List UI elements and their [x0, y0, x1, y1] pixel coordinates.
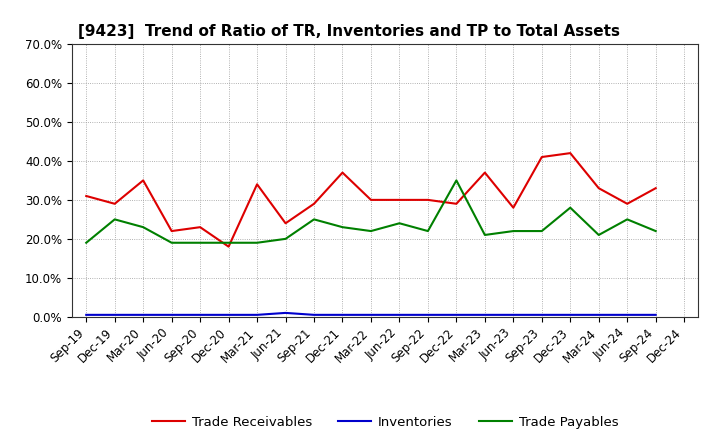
Inventories — [196, 312, 204, 318]
Trade Payables — [395, 220, 404, 226]
Text: [9423]  Trend of Ratio of TR, Inventories and TP to Total Assets: [9423] Trend of Ratio of TR, Inventories… — [78, 24, 620, 39]
Trade Receivables — [196, 224, 204, 230]
Inventories — [566, 312, 575, 318]
Trade Receivables — [509, 205, 518, 210]
Trade Receivables — [652, 186, 660, 191]
Line: Trade Payables: Trade Payables — [86, 180, 656, 243]
Inventories — [652, 312, 660, 318]
Trade Receivables — [82, 193, 91, 198]
Trade Payables — [167, 240, 176, 246]
Trade Receivables — [225, 244, 233, 249]
Inventories — [537, 312, 546, 318]
Trade Payables — [110, 217, 119, 222]
Trade Receivables — [537, 154, 546, 160]
Trade Receivables — [310, 201, 318, 206]
Trade Payables — [282, 236, 290, 242]
Trade Payables — [82, 240, 91, 246]
Trade Payables — [196, 240, 204, 246]
Inventories — [82, 312, 91, 318]
Trade Payables — [509, 228, 518, 234]
Inventories — [480, 312, 489, 318]
Trade Payables — [537, 228, 546, 234]
Line: Trade Receivables: Trade Receivables — [86, 153, 656, 247]
Trade Receivables — [395, 197, 404, 202]
Trade Payables — [310, 217, 318, 222]
Inventories — [595, 312, 603, 318]
Trade Payables — [139, 224, 148, 230]
Inventories — [452, 312, 461, 318]
Inventories — [509, 312, 518, 318]
Trade Receivables — [338, 170, 347, 175]
Trade Payables — [566, 205, 575, 210]
Trade Receivables — [452, 201, 461, 206]
Inventories — [310, 312, 318, 318]
Trade Receivables — [167, 228, 176, 234]
Inventories — [366, 312, 375, 318]
Trade Receivables — [566, 150, 575, 156]
Trade Payables — [366, 228, 375, 234]
Trade Receivables — [423, 197, 432, 202]
Inventories — [423, 312, 432, 318]
Trade Payables — [623, 217, 631, 222]
Line: Inventories: Inventories — [86, 313, 656, 315]
Inventories — [623, 312, 631, 318]
Trade Payables — [423, 228, 432, 234]
Legend: Trade Receivables, Inventories, Trade Payables: Trade Receivables, Inventories, Trade Pa… — [147, 411, 624, 434]
Trade Payables — [253, 240, 261, 246]
Trade Payables — [338, 224, 347, 230]
Inventories — [139, 312, 148, 318]
Inventories — [395, 312, 404, 318]
Inventories — [282, 310, 290, 315]
Trade Receivables — [139, 178, 148, 183]
Inventories — [110, 312, 119, 318]
Trade Receivables — [623, 201, 631, 206]
Inventories — [253, 312, 261, 318]
Trade Receivables — [282, 220, 290, 226]
Trade Receivables — [253, 182, 261, 187]
Trade Receivables — [480, 170, 489, 175]
Trade Receivables — [366, 197, 375, 202]
Trade Payables — [225, 240, 233, 246]
Trade Payables — [452, 178, 461, 183]
Inventories — [338, 312, 347, 318]
Trade Receivables — [110, 201, 119, 206]
Inventories — [167, 312, 176, 318]
Trade Payables — [652, 228, 660, 234]
Trade Receivables — [595, 186, 603, 191]
Trade Payables — [595, 232, 603, 238]
Trade Payables — [480, 232, 489, 238]
Inventories — [225, 312, 233, 318]
